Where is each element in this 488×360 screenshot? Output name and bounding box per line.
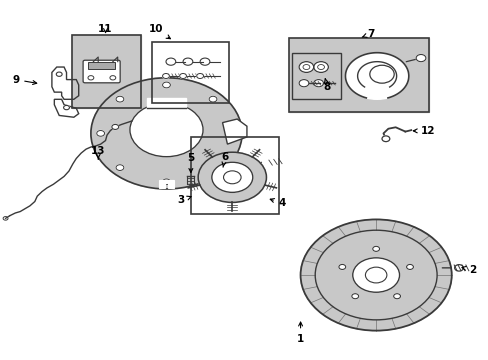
Circle shape [196, 73, 203, 78]
Circle shape [369, 65, 393, 83]
Text: 5: 5 [187, 153, 194, 172]
Circle shape [88, 76, 94, 80]
Bar [147, 98, 185, 108]
Circle shape [415, 54, 425, 62]
Text: 10: 10 [148, 24, 170, 39]
Circle shape [165, 58, 175, 65]
Text: 4: 4 [270, 198, 285, 208]
Circle shape [299, 62, 313, 72]
Circle shape [351, 294, 358, 299]
Bar [72, 35, 141, 108]
Bar [291, 53, 340, 99]
FancyBboxPatch shape [83, 60, 120, 83]
Circle shape [338, 265, 345, 269]
Circle shape [300, 220, 451, 330]
Bar [168, 180, 174, 188]
Text: 3: 3 [178, 195, 191, 206]
Circle shape [198, 152, 266, 202]
Text: 11: 11 [98, 24, 113, 35]
Circle shape [116, 165, 123, 171]
Circle shape [211, 162, 252, 192]
Circle shape [228, 131, 236, 136]
Circle shape [299, 80, 308, 87]
Circle shape [313, 62, 328, 72]
Bar [158, 180, 164, 188]
Circle shape [63, 105, 69, 110]
Circle shape [110, 76, 116, 80]
Circle shape [116, 96, 123, 102]
Circle shape [130, 103, 203, 157]
Bar [190, 137, 278, 214]
Circle shape [183, 58, 192, 65]
Circle shape [209, 165, 217, 171]
Circle shape [406, 265, 412, 269]
Bar [88, 62, 115, 69]
Text: 9: 9 [12, 75, 37, 85]
Bar [152, 42, 228, 103]
Circle shape [200, 58, 209, 65]
Text: 2: 2 [461, 265, 475, 275]
Circle shape [162, 179, 170, 185]
Circle shape [209, 96, 217, 102]
Text: 8: 8 [323, 79, 330, 92]
Bar [289, 39, 428, 112]
Circle shape [179, 73, 186, 78]
Circle shape [56, 72, 62, 76]
Circle shape [313, 80, 323, 87]
Text: 12: 12 [412, 126, 435, 136]
Text: 13: 13 [91, 146, 105, 159]
Circle shape [352, 258, 399, 292]
Circle shape [162, 73, 169, 78]
Circle shape [91, 78, 242, 189]
Text: 6: 6 [221, 152, 228, 167]
Bar [72, 35, 141, 108]
Circle shape [97, 131, 104, 136]
Circle shape [381, 136, 389, 141]
Circle shape [162, 82, 170, 88]
Text: 7: 7 [362, 29, 374, 39]
Bar [289, 39, 428, 112]
Circle shape [345, 53, 408, 99]
Polygon shape [222, 119, 246, 144]
Text: 1: 1 [296, 322, 304, 343]
Circle shape [372, 246, 379, 251]
Circle shape [112, 125, 119, 130]
Circle shape [393, 294, 400, 299]
